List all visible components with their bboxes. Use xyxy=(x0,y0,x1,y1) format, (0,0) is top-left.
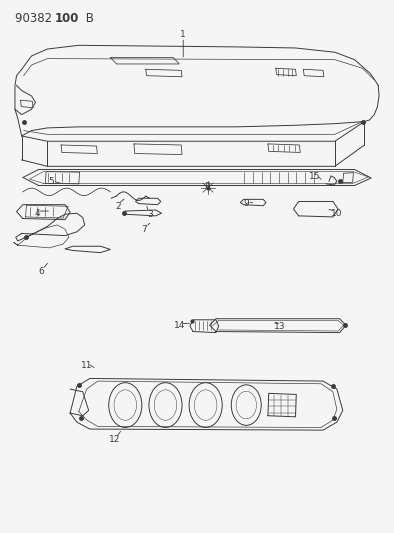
Text: 2: 2 xyxy=(115,203,121,211)
Text: 100: 100 xyxy=(54,12,79,25)
Text: 10: 10 xyxy=(331,209,343,217)
Text: B: B xyxy=(82,12,94,25)
Text: 5: 5 xyxy=(48,177,54,185)
Text: 11: 11 xyxy=(81,361,93,369)
Text: 7: 7 xyxy=(141,225,147,233)
Text: 14: 14 xyxy=(174,321,185,329)
Text: 8: 8 xyxy=(204,182,210,191)
Text: 4: 4 xyxy=(35,209,40,217)
Text: 90382: 90382 xyxy=(15,12,56,25)
Text: 12: 12 xyxy=(109,435,120,444)
Text: 6: 6 xyxy=(39,268,44,276)
Text: 15: 15 xyxy=(309,173,321,181)
Text: 9: 9 xyxy=(243,199,249,208)
Text: 3: 3 xyxy=(147,210,152,219)
Text: 1: 1 xyxy=(180,30,186,39)
Text: 13: 13 xyxy=(274,322,286,330)
